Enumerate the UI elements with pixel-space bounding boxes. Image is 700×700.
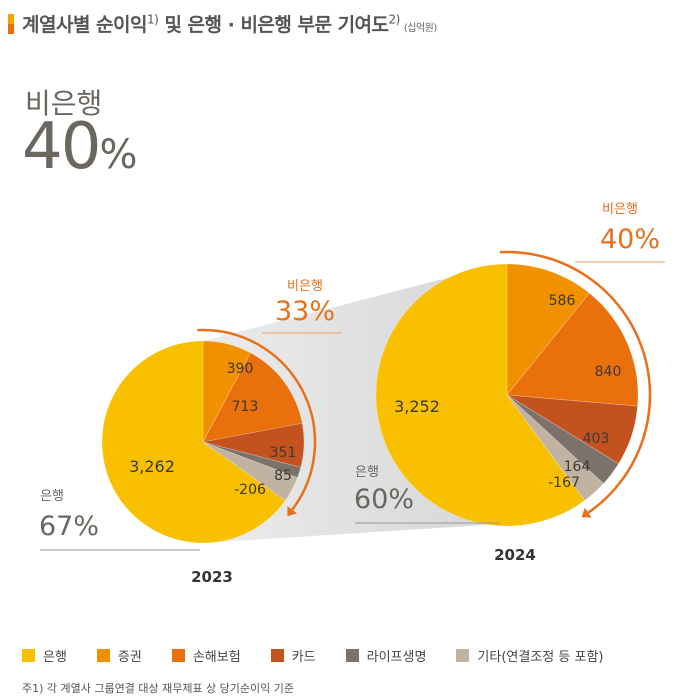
slice-label-2023-0: 390 (227, 361, 254, 377)
nonbank-label-2023: 비은행 (287, 278, 323, 294)
pie-slice-2024-5 (375, 263, 586, 527)
headline-label: 비은행 (25, 87, 103, 120)
legend-item-5: 기타(연결조정 등 포함) (456, 646, 603, 665)
legend-swatch (456, 649, 470, 662)
pie-slice-2024-1 (506, 292, 639, 407)
legend-item-3: 카드 (270, 646, 316, 665)
arrow-head-icon-2024 (581, 507, 592, 518)
slice-label-2024-5: 3,252 (394, 397, 440, 416)
footnote-ref-1: 1) (146, 12, 159, 27)
headline-number: 40 (22, 110, 101, 184)
legend-label: 라이프생명 (366, 650, 427, 665)
slice-label-2024-4: -167 (548, 475, 580, 491)
legend-label: 증권 (117, 650, 142, 665)
legend-item-2: 손해보험 (171, 646, 241, 665)
year-label-2024: 2024 (494, 546, 536, 564)
bank-pct-2024: 60% (354, 484, 414, 515)
pie-slice-2024-2 (506, 394, 638, 465)
title-text: 계열사별 순이익 (22, 14, 147, 36)
pie-slice-2023-3 (202, 441, 302, 479)
pie-slice-2023-5 (101, 340, 286, 544)
nonbank-arc-2024 (499, 250, 652, 514)
legend-label: 손해보험 (192, 650, 241, 665)
slice-label-2024-0: 586 (549, 293, 576, 309)
legend-item-1: 증권 (96, 646, 142, 665)
footnote: 주1) 각 계열사 그룹연결 대상 재무제표 상 당기순이익 기준 (22, 682, 295, 695)
legend-swatch (345, 649, 359, 662)
pie-slice-2023-1 (202, 352, 303, 443)
pie-slice-2024-4 (506, 394, 604, 501)
headline-value: 40% (22, 110, 137, 184)
legend-swatch (22, 649, 35, 662)
slice-label-2023-4: -206 (234, 482, 266, 498)
legend: 은행 증권 손해보험 카드 라이프생명 기타(연결조정 등 포함) (22, 646, 633, 665)
nonbank-pct-2023: 33% (275, 296, 335, 327)
pie-slice-2024-3 (506, 394, 619, 485)
title-text-2: 및 은행 · 비은행 부문 기여도 (164, 14, 389, 36)
nonbank-arc-2023 (197, 328, 317, 511)
slice-label-2023-5: 3,262 (129, 457, 175, 476)
bank-pct-2023: 67% (39, 511, 99, 542)
pie-charts: 390 713 351 85 -206 3,262 비은행 33% 은행 67% 2023 586 84… (39, 201, 665, 586)
unit-label: (십억원) (403, 23, 437, 34)
pie-slice-2023-2 (202, 422, 305, 468)
slice-label-2024-1: 840 (595, 364, 622, 380)
arrow-head-icon-2023 (287, 506, 298, 517)
legend-swatch (270, 649, 284, 662)
pie-slice-2023-0 (202, 340, 251, 443)
legend-item-0: 은행 (22, 646, 67, 665)
slice-label-2024-3: 164 (564, 459, 591, 475)
legend-label: 은행 (43, 650, 67, 665)
pie-slice-2023-4 (202, 441, 298, 502)
legend-swatch (171, 649, 185, 662)
slice-label-2023-3: 85 (274, 468, 292, 484)
legend-swatch (96, 649, 110, 662)
slice-label-2023-2: 351 (270, 445, 297, 461)
year-label-2023: 2023 (191, 568, 233, 586)
footnote-ref-2: 2) (388, 12, 401, 27)
bank-label-2024: 은행 (355, 464, 379, 480)
legend-label: 카드 (291, 650, 316, 665)
pie-slice-2024-0 (506, 263, 590, 396)
chart-title: 계열사별 순이익1) 및 은행 · 비은행 부문 기여도2)(십억원) (8, 10, 437, 37)
slice-label-2024-2: 403 (583, 431, 610, 447)
legend-item-4: 라이프생명 (345, 646, 427, 665)
nonbank-label-2024: 비은행 (602, 201, 638, 217)
headline-pct: % (99, 132, 137, 178)
legend-label: 기타(연결조정 등 포함) (477, 650, 604, 665)
bank-label-2023: 은행 (40, 488, 64, 504)
nonbank-pct-2024: 40% (600, 224, 660, 255)
slice-label-2023-1: 713 (232, 399, 259, 415)
title-marker (8, 14, 14, 34)
